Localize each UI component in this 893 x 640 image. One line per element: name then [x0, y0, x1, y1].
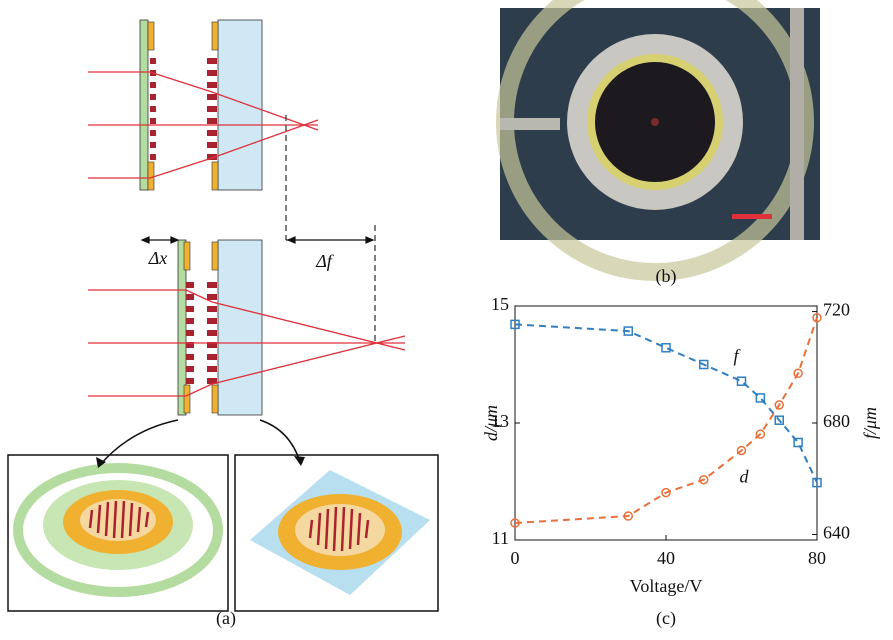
fit-curve: [515, 318, 817, 523]
y2-tick-label: 720: [823, 300, 850, 320]
x-tick-label: 40: [657, 548, 675, 568]
x-tick-label: 0: [511, 548, 520, 568]
fit-curve: [515, 324, 817, 482]
panel-label: (c): [656, 608, 676, 629]
page: {"panels": {"a": {"label": "(a)", "delta…: [0, 0, 893, 640]
x-axis-label: Voltage/V: [630, 576, 703, 596]
panel-label: (a): [216, 608, 236, 629]
series-label: f: [734, 345, 742, 365]
y-tick-label: 13: [491, 411, 509, 431]
photo-b: (b): [500, 0, 820, 287]
figure: Δx Δf (a) (b): [0, 0, 893, 635]
y2-tick-label: 640: [823, 523, 850, 543]
series-label: d: [740, 467, 750, 487]
diagram-a: Δx Δf (a): [8, 20, 438, 629]
y2-axis-label: f/μm: [860, 407, 880, 439]
plot-frame: [515, 306, 817, 540]
panel-label: (b): [656, 266, 677, 287]
y-tick-label: 15: [491, 294, 509, 314]
delta-f-label: Δf: [315, 251, 335, 271]
x-tick-label: 80: [808, 548, 826, 568]
delta-x-label: Δx: [148, 248, 168, 268]
y-tick-label: 11: [492, 528, 509, 548]
data-point: [662, 344, 670, 352]
y2-tick-label: 680: [823, 411, 850, 431]
